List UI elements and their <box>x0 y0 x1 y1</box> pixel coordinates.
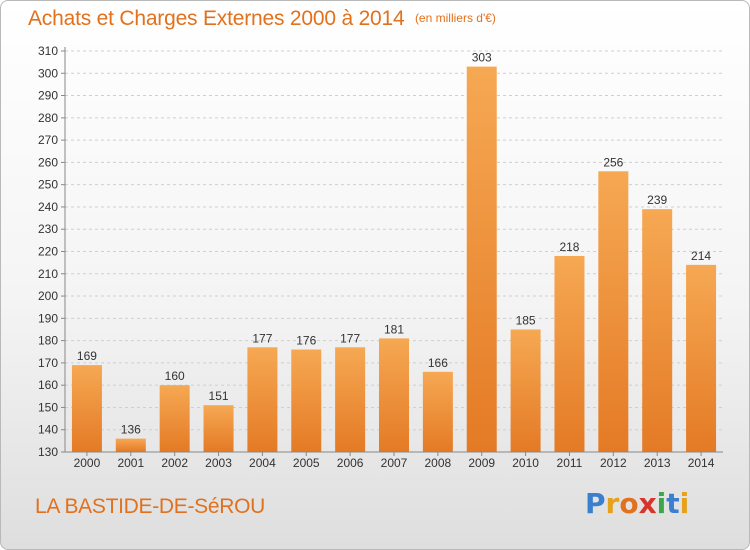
bar-value-label: 185 <box>516 313 536 327</box>
bar-value-label: 218 <box>559 240 579 254</box>
bar-2012 <box>598 171 629 453</box>
logo-letter: r <box>605 487 620 520</box>
bar-2009 <box>466 66 497 452</box>
bar-value-label: 151 <box>209 389 229 403</box>
logo-letter: x <box>638 487 657 520</box>
bar-value-label: 239 <box>647 193 667 207</box>
y-tick-label: 200 <box>38 289 58 303</box>
y-tick-label: 180 <box>38 334 58 348</box>
x-tick-label: 2003 <box>205 456 232 470</box>
y-tick-label: 250 <box>38 178 58 192</box>
bar-2013 <box>642 209 673 452</box>
bar-value-label: 136 <box>121 423 141 437</box>
x-tick-label: 2009 <box>468 456 495 470</box>
bar-value-label: 303 <box>472 51 492 65</box>
x-tick-label: 2001 <box>117 456 144 470</box>
y-tick-label: 170 <box>38 356 58 370</box>
x-tick-label: 2004 <box>249 456 276 470</box>
y-tick-label: 280 <box>38 111 58 125</box>
bar-2008 <box>422 371 453 452</box>
bar-2014 <box>686 264 717 452</box>
bar-value-label: 176 <box>296 334 316 348</box>
bars: 169 136 160 151 177 176 177 181 166 303 185 218 256 2… <box>71 51 717 453</box>
bar-2007 <box>379 338 409 452</box>
y-tick-label: 130 <box>38 445 58 459</box>
x-tick-label: 2012 <box>600 456 627 470</box>
x-tick-label: 2007 <box>381 456 408 470</box>
y-tick-label: 240 <box>38 200 58 214</box>
bar-value-label: 256 <box>603 155 623 169</box>
bar-2000 <box>71 365 102 452</box>
x-tick-label: 2000 <box>74 456 101 470</box>
x-tick-label: 2002 <box>161 456 188 470</box>
y-tick-label: 300 <box>38 66 58 80</box>
bar-2005 <box>291 349 322 452</box>
chart-unit: (en milliers d'€) <box>414 11 496 25</box>
y-tick-label: 310 <box>38 44 58 58</box>
x-tick-label: 2011 <box>557 456 583 470</box>
bar-value-label: 181 <box>384 322 404 336</box>
x-tick-label: 2010 <box>512 456 539 470</box>
commune-name: LA BASTIDE-DE-SéROU <box>35 495 266 518</box>
y-axis: 130 140 150 160 170 180 190 200 210 220 230 240 250 2… <box>38 44 66 459</box>
bar-2004 <box>247 347 278 452</box>
y-tick-label: 290 <box>38 89 58 103</box>
y-tick-label: 270 <box>38 133 58 147</box>
x-tick-label: 2013 <box>644 456 671 470</box>
bar-2010 <box>510 329 541 452</box>
y-tick-label: 210 <box>38 267 58 281</box>
bar-value-label: 177 <box>340 331 360 345</box>
bar-value-label: 177 <box>252 331 272 345</box>
x-tick-label: 2006 <box>337 456 364 470</box>
bar-value-label: 169 <box>77 349 97 363</box>
y-tick-label: 230 <box>38 222 58 236</box>
y-tick-label: 150 <box>38 400 58 414</box>
y-tick-label: 260 <box>38 155 58 169</box>
bar-2001 <box>115 438 146 452</box>
y-tick-label: 160 <box>38 378 58 392</box>
y-tick-label: 220 <box>38 245 58 259</box>
logo-letter: t <box>666 487 680 520</box>
chart-header: Achats et Charges Externes 2000 à 2014 (… <box>28 7 496 31</box>
logo-letter: i <box>679 487 690 520</box>
x-tick-label: 2005 <box>293 456 320 470</box>
y-tick-label: 140 <box>38 423 58 437</box>
bar-value-label: 166 <box>428 356 448 370</box>
bar-2006 <box>335 347 366 452</box>
bar-2003 <box>203 405 234 452</box>
chart-title: Achats et Charges Externes 2000 à 2014 <box>28 7 405 30</box>
y-tick-label: 190 <box>38 311 58 325</box>
x-tick-label: 2014 <box>688 456 715 470</box>
proxiti-logo[interactable]: Proxiti <box>585 487 689 520</box>
bar-2002 <box>159 385 190 452</box>
logo-letter: P <box>585 487 606 520</box>
bar-value-label: 214 <box>691 249 711 263</box>
x-tick-label: 2008 <box>425 456 452 470</box>
bar-2011 <box>554 255 585 452</box>
logo-letter: i <box>656 487 667 520</box>
bar-value-label: 160 <box>165 369 185 383</box>
x-axis: 2000 2001 2002 2003 2004 2005 2006 2007 2008 2009… <box>65 451 723 470</box>
logo-letter: o <box>619 487 639 520</box>
